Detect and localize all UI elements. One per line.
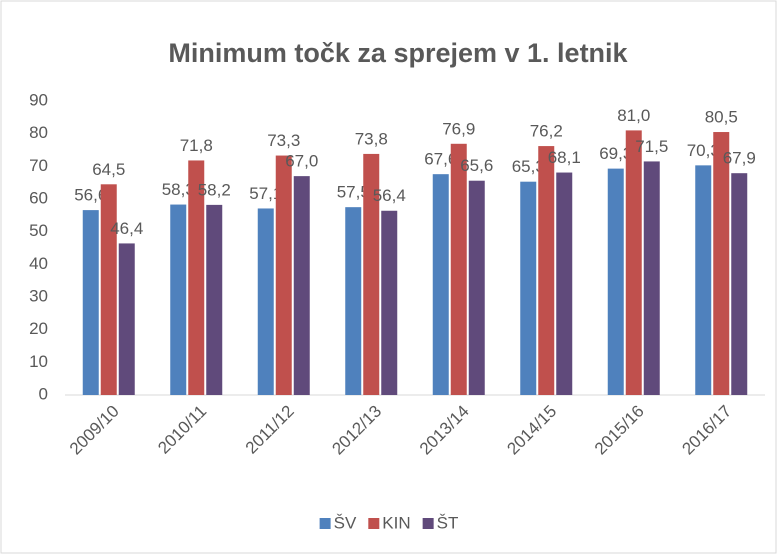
y-tick-label: 70 — [29, 156, 48, 175]
bar — [538, 146, 555, 395]
y-tick-label: 10 — [29, 352, 48, 371]
bar — [206, 204, 223, 395]
legend-swatch — [319, 518, 331, 529]
bar — [100, 184, 117, 395]
y-tick-label: 80 — [29, 123, 48, 142]
data-label: 57,5 — [337, 183, 370, 202]
data-label: 64,5 — [92, 160, 125, 179]
bar — [731, 173, 748, 395]
bar — [432, 174, 449, 395]
bar — [345, 207, 362, 395]
bar — [643, 161, 660, 395]
bar — [381, 210, 398, 395]
data-label: 65,6 — [460, 156, 493, 175]
data-label: 57,1 — [249, 184, 282, 203]
data-label: 67,9 — [723, 149, 756, 168]
data-label: 58,2 — [198, 180, 231, 199]
data-label: 73,8 — [355, 129, 388, 148]
y-tick-label: 20 — [29, 319, 48, 338]
data-label: 56,6 — [74, 186, 107, 205]
legend-swatch — [422, 518, 434, 529]
bar — [82, 210, 99, 395]
data-label: 58,3 — [162, 180, 195, 199]
data-label: 46,4 — [110, 219, 143, 238]
bar — [450, 143, 467, 395]
y-tick-label: 40 — [29, 254, 48, 273]
bar — [170, 204, 187, 395]
data-label: 76,2 — [530, 122, 563, 141]
bar — [257, 208, 274, 395]
bar — [468, 180, 485, 395]
bar — [118, 243, 135, 395]
bar — [520, 181, 537, 395]
legend-swatch — [368, 518, 380, 529]
data-label: 67,6 — [424, 150, 457, 169]
y-tick-label: 50 — [29, 221, 48, 240]
bar — [625, 130, 642, 395]
bar — [363, 153, 380, 395]
legend-label: ŠV — [334, 513, 357, 532]
bar — [293, 176, 310, 395]
data-label: 71,8 — [180, 136, 213, 155]
data-label: 69,3 — [599, 144, 632, 163]
data-label: 70,3 — [687, 141, 720, 160]
y-tick-label: 30 — [29, 286, 48, 305]
legend-label: KIN — [382, 513, 410, 532]
data-label: 76,9 — [442, 119, 475, 138]
bar — [713, 132, 730, 396]
data-label: 80,5 — [705, 108, 738, 127]
data-label: 67,0 — [285, 152, 318, 171]
y-tick-label: 0 — [39, 384, 48, 403]
y-tick-label: 60 — [29, 188, 48, 207]
data-label: 81,0 — [617, 106, 650, 125]
bar — [275, 155, 292, 395]
data-label: 56,4 — [373, 186, 406, 205]
y-tick-label: 90 — [29, 90, 48, 109]
bar — [556, 172, 573, 395]
data-label: 68,1 — [548, 148, 581, 167]
data-label: 73,3 — [267, 131, 300, 150]
data-label: 65,3 — [512, 157, 545, 176]
bar — [695, 165, 712, 395]
bar — [188, 160, 205, 395]
legend-label: ŠT — [437, 513, 459, 532]
bar — [607, 168, 624, 395]
chart-title: Minimum točk za sprejem v 1. letnik — [168, 38, 628, 68]
data-label: 71,5 — [635, 137, 668, 156]
